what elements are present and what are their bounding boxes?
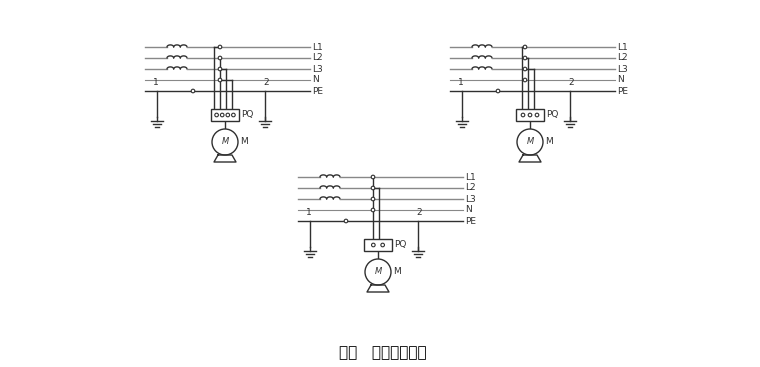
Text: 2: 2 <box>416 208 422 217</box>
Text: PQ: PQ <box>546 110 559 120</box>
Text: L1: L1 <box>312 43 323 51</box>
Circle shape <box>218 78 222 82</box>
Text: 1: 1 <box>306 208 312 217</box>
Text: 1: 1 <box>458 78 464 87</box>
Circle shape <box>371 186 375 190</box>
Circle shape <box>517 129 543 155</box>
Text: PQ: PQ <box>241 110 253 120</box>
Text: N: N <box>465 206 472 214</box>
Circle shape <box>535 113 539 117</box>
Text: N: N <box>617 76 624 84</box>
Text: PE: PE <box>312 87 323 95</box>
Text: 2: 2 <box>263 78 269 87</box>
Text: L3: L3 <box>465 195 476 203</box>
Text: M: M <box>545 138 553 146</box>
Text: L3: L3 <box>312 65 323 73</box>
Circle shape <box>218 45 222 49</box>
Text: L1: L1 <box>617 43 628 51</box>
Circle shape <box>523 56 527 60</box>
Circle shape <box>521 113 525 117</box>
Circle shape <box>215 113 218 117</box>
Circle shape <box>523 67 527 71</box>
Circle shape <box>365 259 391 285</box>
Text: M: M <box>393 268 401 276</box>
Circle shape <box>528 113 532 117</box>
Circle shape <box>226 113 230 117</box>
Text: 图二   漏电接线示意: 图二 漏电接线示意 <box>339 345 427 360</box>
Text: 2: 2 <box>568 78 574 87</box>
Bar <box>211 109 239 121</box>
Text: M: M <box>375 268 382 276</box>
Circle shape <box>212 129 238 155</box>
Circle shape <box>381 243 385 247</box>
Circle shape <box>496 89 500 93</box>
Circle shape <box>218 56 222 60</box>
Text: PE: PE <box>617 87 628 95</box>
Circle shape <box>232 113 235 117</box>
Circle shape <box>218 67 222 71</box>
Text: M: M <box>527 138 534 146</box>
Circle shape <box>523 78 527 82</box>
Circle shape <box>344 219 348 223</box>
Text: L2: L2 <box>312 54 323 62</box>
Text: M: M <box>221 138 229 146</box>
Circle shape <box>371 175 375 179</box>
Circle shape <box>523 45 527 49</box>
Text: M: M <box>240 138 248 146</box>
Text: 1: 1 <box>153 78 159 87</box>
Circle shape <box>371 197 375 201</box>
Circle shape <box>372 243 375 247</box>
Text: L3: L3 <box>617 65 628 73</box>
Text: L1: L1 <box>465 172 476 182</box>
Text: L2: L2 <box>617 54 628 62</box>
Bar <box>364 239 392 251</box>
Circle shape <box>371 208 375 212</box>
Text: L2: L2 <box>465 184 476 193</box>
Text: PE: PE <box>465 217 476 225</box>
Circle shape <box>192 89 195 93</box>
Circle shape <box>220 113 224 117</box>
Bar <box>516 109 544 121</box>
Text: PQ: PQ <box>394 240 407 250</box>
Text: N: N <box>312 76 318 84</box>
